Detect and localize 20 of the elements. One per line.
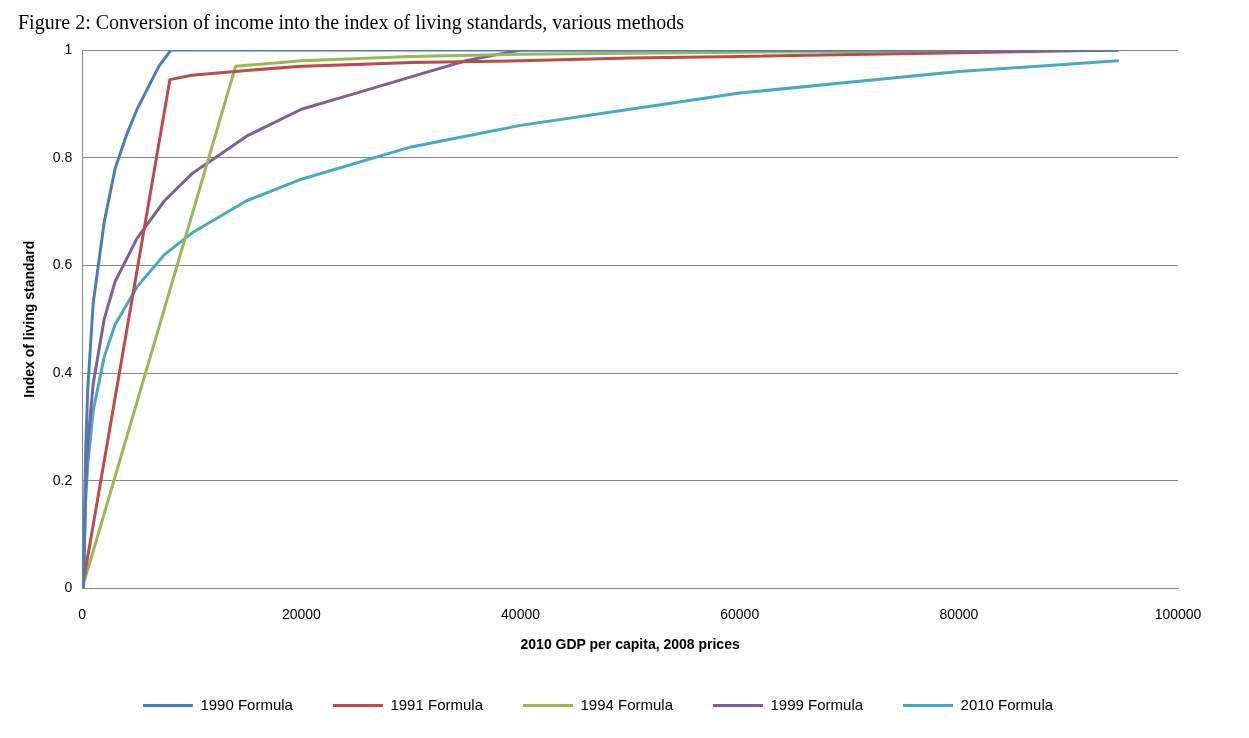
- legend-label: 2010 Formula: [960, 695, 1054, 713]
- legend-label: 1991 Formula: [390, 695, 484, 713]
- x-tick-label: 0: [78, 605, 87, 622]
- x-tick-label: 60000: [720, 605, 760, 622]
- legend-label: 1994 Formula: [580, 695, 674, 713]
- x-tick-label: 20000: [281, 605, 322, 622]
- x-tick-label: 40000: [501, 605, 541, 622]
- legend-label: 1990 Formula: [200, 695, 294, 713]
- x-tick-label: 80000: [939, 605, 979, 622]
- chart-title: Figure 2: Conversion of income into the index of living standards, various methods: [18, 11, 685, 35]
- y-axis-title: Index of living standard: [21, 240, 38, 398]
- y-tick-label: 1: [64, 40, 73, 57]
- x-tick-label: 100000: [1154, 605, 1202, 622]
- y-tick-label: 0.6: [52, 256, 73, 273]
- x-axis-title: 2010 GDP per capita, 2008 prices: [520, 636, 740, 653]
- y-tick-label: 0.4: [52, 363, 73, 380]
- y-tick-label: 0.8: [52, 148, 73, 165]
- legend-label: 1999 Formula: [770, 695, 864, 713]
- y-tick-label: 0.2: [52, 471, 73, 488]
- y-tick-label: 0: [64, 579, 73, 596]
